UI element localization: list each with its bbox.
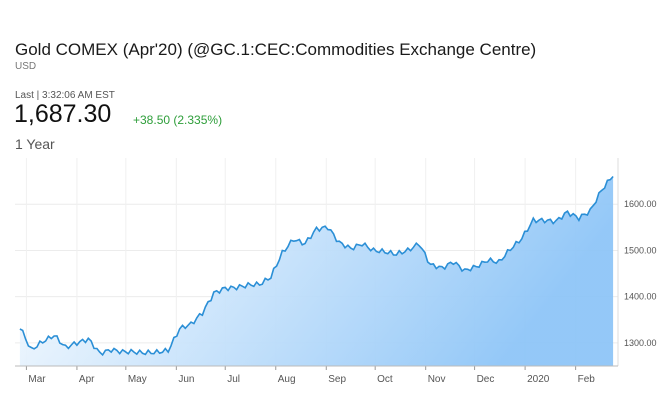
x-tick-label: Aug (278, 374, 296, 385)
x-tick-label: May (128, 374, 147, 385)
x-tick-label: Nov (428, 374, 446, 385)
price-change: +38.50 (2.335%) (133, 113, 223, 127)
chart-period: 1 Year (15, 136, 55, 152)
x-tick-label: Mar (28, 374, 46, 385)
quote-title: Gold COMEX (Apr'20) (@GC.1:CEC:Commoditi… (15, 40, 537, 59)
x-axis: Mar Apr May Jun Jul Aug Sep Oct Nov Dec 2020 Feb (15, 365, 618, 385)
price-area (19, 176, 614, 366)
x-tick-label: Dec (477, 374, 495, 385)
currency-label: USD (15, 61, 37, 72)
x-tick-label: Jul (227, 374, 240, 385)
x-tick-label: Oct (377, 374, 393, 385)
price-line (19, 175, 614, 357)
last-price: 1,687.30 (14, 100, 112, 128)
x-tick-label: Feb (578, 374, 596, 385)
x-tick-label: 2020 (527, 374, 550, 385)
x-tick-label: Apr (79, 374, 95, 385)
x-tick-label: Sep (328, 374, 346, 385)
y-tick-label: 1400.00 (624, 292, 657, 302)
y-tick-label: 1300.00 (624, 338, 657, 348)
price-chart[interactable]: 1300.00 1400.00 1500.00 1600.00 Mar Apr May Ju… (0, 150, 670, 402)
x-tick-label: Jun (178, 374, 194, 385)
last-trade-time: Last | 3:32:06 AM EST (15, 90, 115, 101)
y-tick-label: 1600.00 (624, 199, 657, 209)
y-axis: 1300.00 1400.00 1500.00 1600.00 (617, 158, 657, 366)
y-tick-label: 1500.00 (624, 245, 657, 255)
